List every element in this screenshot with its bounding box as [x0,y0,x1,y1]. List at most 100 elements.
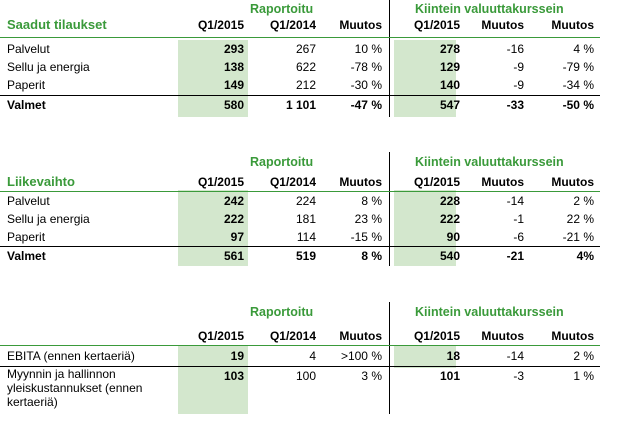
cell: 278 [439,42,460,56]
cell: 228 [439,194,460,208]
cell: 149 [223,78,244,92]
cell: 547 [439,98,460,112]
reported-q1-2015-shade [178,40,248,117]
cell: 267 [295,42,316,56]
cell: 100 [295,369,316,383]
cell: -21 [506,249,524,263]
row-label-line: yleiskustannukset (ennen [7,381,143,395]
col-header: Muutos [551,329,594,343]
cell: 540 [439,249,460,263]
cell: -78 % [350,60,382,74]
cell: -50 % [562,98,594,112]
section-divider [389,302,390,414]
cell: 22 % [566,212,594,226]
cell: 10 % [354,42,382,56]
col-header: Muutos [339,329,382,343]
row-label: Palvelut [7,194,50,208]
cell: -9 [513,60,524,74]
col-header: Q1/2014 [269,18,316,32]
cell: 293 [223,42,244,56]
cell: -14 [506,349,524,363]
col-header: Q1/2015 [413,329,460,343]
cell: 3 % [361,369,382,383]
table-row: Sellu ja energia 138 622 -78 % 129 -9 -7… [0,58,643,76]
fx-q1-2015-shade [394,190,456,266]
fx-q1-2015-shade [394,40,456,117]
table-row: Palvelut 242 224 8 % 228 -14 2 % [0,192,643,210]
fx-q1-2015-shade [394,346,456,368]
cell: 212 [295,78,316,92]
cell: -30 % [350,78,382,92]
reported-group-header: Raportoitu [250,155,314,169]
row-label: EBITA (ennen kertaeriä) [7,349,135,363]
col-header: Muutos [339,18,382,32]
header-row: Saadut tilaukset Q1/2015 Q1/2014 Muutos … [0,16,643,34]
section-title: Saadut tilaukset [7,17,107,32]
row-label: Paperit [7,78,46,92]
cell: 4 % [573,42,594,56]
row-label: Paperit [7,230,46,244]
col-header: Muutos [339,175,382,189]
cell: 2 % [573,194,594,208]
row-separator [0,366,600,367]
cell: 519 [295,249,316,263]
cell: 140 [439,78,460,92]
col-header: Q1/2015 [197,329,244,343]
row-label-line: kertaeriä) [7,395,58,409]
row-label: Valmet [7,249,46,263]
cell: -16 [506,42,524,56]
section-title: Liikevaihto [7,174,75,189]
section-divider [389,152,390,266]
row-label: Palvelut [7,42,50,56]
cell: 2 % [573,349,594,363]
row-label: Sellu ja energia [7,60,90,74]
cell: -14 [506,194,524,208]
table-row: EBITA (ennen kertaeriä) 19 4 >100 % 18 -… [0,347,643,365]
cell: 19 [230,349,244,363]
cell: -9 [513,78,524,92]
cell: 8 % [361,249,382,263]
header-underline [0,37,600,38]
cell: 18 [446,349,460,363]
cell: -79 % [562,60,594,74]
cell: 23 % [354,212,382,226]
cell: 8 % [361,194,382,208]
col-header: Q1/2014 [269,329,316,343]
row-label: Sellu ja energia [7,212,90,226]
cell: 103 [223,369,244,383]
cell: 222 [223,212,244,226]
cell: 90 [446,230,460,244]
col-header: Muutos [481,175,524,189]
cell: 242 [223,194,244,208]
cell: -6 [513,230,524,244]
cell: -1 [513,212,524,226]
reported-group-header: Raportoitu [250,305,314,319]
cell: 101 [439,369,460,383]
cell: 97 [230,230,244,244]
cell: >100 % [340,349,382,363]
cell: -21 % [562,230,594,244]
table-row: Paperit 97 114 -15 % 90 -6 -21 % [0,228,643,246]
table-row: Palvelut 293 267 10 % 278 -16 4 % [0,40,643,58]
cell: -15 % [350,230,382,244]
cell: 114 [296,230,316,244]
section-divider [389,0,390,117]
cell: 129 [439,60,460,74]
reported-group-header: Raportoitu [250,2,314,16]
header-row: Liikevaihto Q1/2015 Q1/2014 Muutos Q1/20… [0,173,643,191]
cell: 622 [295,60,316,74]
cell: 580 [223,98,244,112]
cell: 4% [576,249,594,263]
table-row: Sellu ja energia 222 181 23 % 222 -1 22 … [0,210,643,228]
fx-group-header: Kiintein valuuttakurssein [415,155,564,169]
table-row: Myynnin ja hallinnon yleiskustannukset (… [0,367,643,417]
col-header: Q1/2015 [197,18,244,32]
cell: -3 [513,369,524,383]
cell: 1 % [573,369,594,383]
col-header: Muutos [551,175,594,189]
fx-group-header: Kiintein valuuttakurssein [415,305,564,319]
col-header: Q1/2015 [197,175,244,189]
header-underline [0,345,600,346]
cell: 4 [309,349,316,363]
cell: -34 % [562,78,594,92]
